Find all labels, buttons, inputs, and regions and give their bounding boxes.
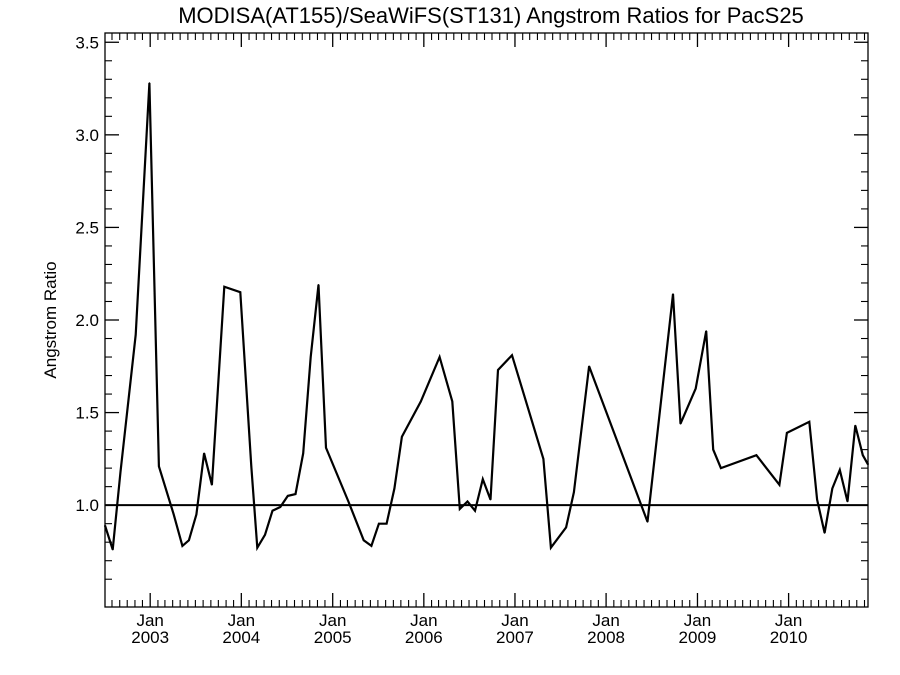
y-tick-label: 2.0 — [75, 311, 99, 330]
x-tick-label-year: 2009 — [679, 628, 717, 647]
data-point — [838, 469, 841, 471]
data-point — [823, 532, 826, 534]
data-point — [474, 509, 476, 512]
x-tick-label-month: Jan — [228, 611, 255, 630]
x-tick-label-year: 2003 — [131, 628, 169, 647]
data-point — [466, 500, 469, 503]
data-point — [588, 365, 590, 368]
data-point — [755, 454, 758, 456]
tick-labels: 1.01.52.02.53.03.5Jan2003Jan2004Jan2005J… — [75, 33, 807, 647]
data-point — [778, 483, 781, 486]
data-point — [188, 539, 190, 542]
data-point — [438, 356, 441, 358]
data-point — [679, 422, 682, 425]
data-point — [458, 508, 461, 510]
data-point — [393, 487, 396, 490]
data-point — [294, 493, 297, 495]
x-tick-label-year: 2007 — [496, 628, 534, 647]
data-point — [279, 506, 282, 508]
x-tick-label-year: 2010 — [770, 628, 808, 647]
y-tick-label: 3.5 — [75, 33, 99, 52]
data-point — [370, 545, 373, 547]
data-points — [104, 82, 869, 551]
x-tick-label-month: Jan — [684, 611, 711, 630]
data-point — [712, 448, 715, 451]
data-point — [378, 522, 380, 525]
data-point — [786, 432, 788, 434]
data-point — [550, 546, 552, 549]
x-tick-label-month: Jan — [410, 611, 437, 630]
y-tick-label: 1.0 — [75, 496, 99, 515]
data-point — [846, 500, 849, 503]
x-tick-label-year: 2008 — [587, 628, 625, 647]
x-tick-label-year: 2005 — [314, 628, 352, 647]
x-tick-label-month: Jan — [592, 611, 619, 630]
data-point — [325, 446, 327, 449]
x-tick-label-year: 2006 — [405, 628, 443, 647]
data-point — [481, 478, 484, 481]
data-point — [347, 500, 350, 503]
data-point — [489, 498, 492, 501]
y-axis-label: Angstrom Ratio — [41, 261, 60, 378]
data-point — [831, 487, 834, 490]
data-point — [694, 387, 697, 390]
data-point — [861, 454, 864, 456]
data-point — [511, 354, 513, 356]
series-line — [103, 82, 869, 552]
data-point — [720, 467, 722, 469]
data-point — [420, 400, 422, 403]
data-point — [573, 491, 575, 494]
data-point — [271, 509, 274, 512]
data-point — [808, 421, 811, 423]
x-tick-label-month: Jan — [319, 611, 346, 630]
x-tick-label-month: Jan — [775, 611, 802, 630]
data-point — [148, 82, 151, 84]
data-point — [250, 465, 253, 468]
chart-title: MODISA(AT155)/SeaWiFS(ST131) Angstrom Ra… — [178, 3, 804, 28]
data-point — [203, 452, 205, 455]
plot-frame — [104, 32, 869, 608]
x-tick-label-month: Jan — [501, 611, 528, 630]
y-tick-label: 2.5 — [75, 218, 99, 237]
data-point — [705, 330, 708, 332]
data-point — [256, 546, 259, 549]
data-point — [816, 498, 818, 501]
data-point — [646, 521, 649, 523]
x-tick-label-year: 2004 — [222, 628, 260, 647]
data-point — [385, 522, 388, 525]
data-point — [401, 435, 403, 438]
data-point — [119, 471, 122, 473]
y-tick-label: 3.0 — [75, 126, 99, 145]
data-point — [565, 526, 567, 529]
data-point — [302, 452, 305, 455]
x-tick-label-month: Jan — [136, 611, 163, 630]
data-point — [223, 285, 226, 288]
data-point — [264, 533, 266, 536]
data-point — [181, 545, 184, 547]
data-point — [195, 513, 198, 516]
data-point — [172, 513, 175, 516]
data-point — [239, 291, 242, 294]
axis-ticks — [105, 33, 868, 607]
data-point — [286, 495, 289, 497]
data-point — [672, 293, 674, 295]
data-point — [134, 334, 137, 336]
data-point — [497, 369, 499, 371]
data-point — [111, 548, 114, 551]
data-point — [542, 458, 545, 460]
data-point — [362, 539, 365, 542]
y-tick-label: 1.5 — [75, 404, 99, 423]
data-point — [451, 400, 454, 403]
data-point — [854, 424, 857, 427]
data-point — [317, 284, 320, 286]
data-point — [211, 483, 213, 486]
data-point — [309, 356, 312, 358]
data-point — [158, 465, 160, 468]
